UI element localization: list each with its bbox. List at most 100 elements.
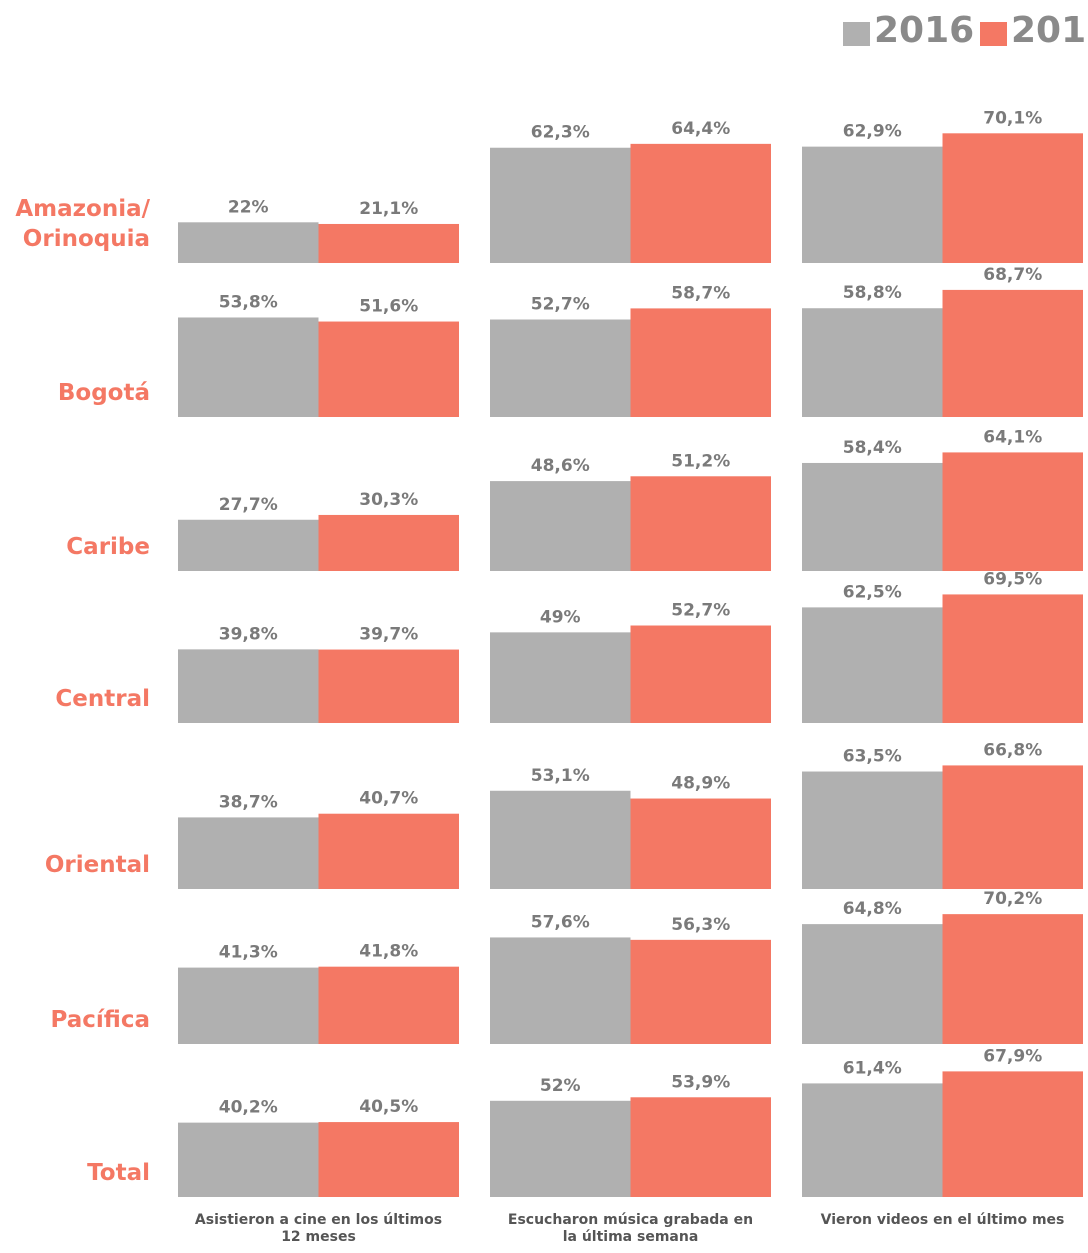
legend-swatch <box>843 22 870 46</box>
value-label: 68,7% <box>983 265 1042 285</box>
row-label: Oriental <box>44 852 150 878</box>
bar <box>802 146 943 263</box>
bar <box>178 317 319 417</box>
bar <box>942 594 1083 723</box>
row-label: Central <box>55 686 150 712</box>
row-label: Amazonia/ Orinoquia <box>15 196 150 252</box>
legend-swatch <box>980 22 1007 46</box>
bar <box>490 319 631 417</box>
bar <box>802 607 943 723</box>
value-label: 58,8% <box>843 283 902 303</box>
column-label: Asistieron a cine en los últimos 12 mese… <box>194 1212 443 1245</box>
value-label: 53,9% <box>671 1072 730 1092</box>
bar <box>802 924 943 1044</box>
value-label: 61,4% <box>843 1058 902 1078</box>
bar <box>178 1122 319 1197</box>
value-label: 69,5% <box>983 569 1042 589</box>
value-label: 53,1% <box>531 766 590 786</box>
bar <box>802 1083 943 1197</box>
value-label: 30,3% <box>359 490 418 510</box>
bar <box>318 966 459 1044</box>
bar <box>318 813 459 889</box>
legend-label: 2016 <box>874 10 974 51</box>
bar <box>942 289 1083 417</box>
value-label: 49% <box>540 607 581 627</box>
bar <box>490 1100 631 1197</box>
bar <box>630 625 771 723</box>
value-label: 70,2% <box>983 889 1042 909</box>
value-label: 51,2% <box>671 451 730 471</box>
value-label: 67,9% <box>983 1046 1042 1066</box>
value-label: 41,8% <box>359 942 418 962</box>
bar <box>490 632 631 723</box>
value-label: 40,2% <box>219 1098 278 1118</box>
bar <box>942 133 1083 263</box>
value-label: 64,8% <box>843 899 902 919</box>
value-label: 22% <box>228 197 269 217</box>
value-label: 57,6% <box>531 912 590 932</box>
value-label: 64,4% <box>671 119 730 139</box>
legend-label: 2017 <box>1011 10 1088 51</box>
bar <box>942 452 1083 571</box>
row-label: Caribe <box>66 534 150 560</box>
value-label: 62,5% <box>843 582 902 602</box>
bar <box>490 147 631 263</box>
value-label: 39,8% <box>219 624 278 644</box>
bar <box>318 223 459 263</box>
value-label: 64,1% <box>983 427 1042 447</box>
bar <box>318 649 459 723</box>
bar <box>802 771 943 889</box>
bar <box>942 765 1083 889</box>
value-label: 38,7% <box>219 792 278 812</box>
value-label: 62,9% <box>843 122 902 142</box>
value-label: 53,8% <box>219 292 278 312</box>
row-label: Pacífica <box>50 1007 150 1033</box>
bar <box>630 143 771 263</box>
value-label: 41,3% <box>219 943 278 963</box>
value-label: 39,7% <box>359 625 418 645</box>
value-label: 58,4% <box>843 438 902 458</box>
value-label: 62,3% <box>531 123 590 143</box>
bar <box>942 1071 1083 1197</box>
bar <box>318 514 459 571</box>
value-label: 40,5% <box>359 1097 418 1117</box>
value-label: 58,7% <box>671 283 730 303</box>
column-label: Vieron videos en el último mes <box>820 1212 1065 1228</box>
bar <box>802 462 943 571</box>
column-label: Escucharon música grabada en la última s… <box>507 1212 754 1245</box>
value-label: 52,7% <box>671 601 730 621</box>
bar <box>630 476 771 571</box>
value-label: 48,6% <box>531 456 590 476</box>
bar <box>630 939 771 1044</box>
value-label: 63,5% <box>843 747 902 767</box>
bar <box>942 914 1083 1044</box>
value-label: 52% <box>540 1076 581 1096</box>
value-label: 66,8% <box>983 740 1042 760</box>
bar <box>178 519 319 571</box>
value-label: 48,9% <box>671 774 730 794</box>
bar <box>802 308 943 417</box>
bar <box>490 937 631 1044</box>
value-label: 51,6% <box>359 297 418 317</box>
row-label: Bogotá <box>57 380 150 406</box>
bar <box>490 790 631 889</box>
value-label: 56,3% <box>671 915 730 935</box>
bar <box>630 308 771 417</box>
value-label: 52,7% <box>531 295 590 315</box>
value-label: 21,1% <box>359 199 418 219</box>
bar <box>630 1097 771 1197</box>
bar <box>318 1122 459 1197</box>
bar <box>178 649 319 723</box>
bar <box>490 481 631 571</box>
bar <box>318 321 459 417</box>
row-label: Total <box>87 1160 150 1186</box>
value-label: 70,1% <box>983 108 1042 128</box>
bar <box>178 967 319 1044</box>
bar <box>630 798 771 889</box>
value-label: 27,7% <box>219 495 278 515</box>
value-label: 40,7% <box>359 789 418 809</box>
bar <box>178 817 319 889</box>
bar <box>178 222 319 263</box>
